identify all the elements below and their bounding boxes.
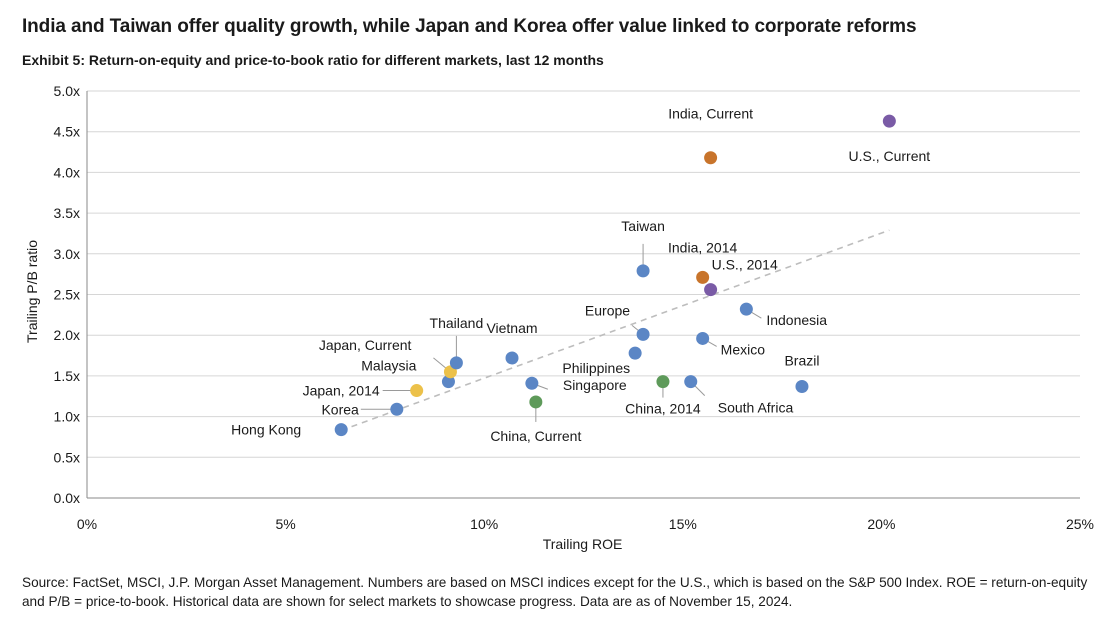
point-korea bbox=[390, 402, 404, 416]
point-u-s-2014 bbox=[704, 283, 718, 297]
point-south-africa bbox=[684, 375, 698, 389]
point-vietnam bbox=[505, 351, 519, 365]
y-tick-label: 1.5x bbox=[54, 368, 80, 384]
y-tick-label: 1.0x bbox=[54, 409, 80, 425]
point-label-brazil: Brazil bbox=[784, 352, 819, 368]
source-note: Source: FactSet, MSCI, J.P. Morgan Asset… bbox=[22, 575, 1088, 609]
point-label-china-current: China, Current bbox=[490, 428, 581, 444]
y-tick-label: 5.0x bbox=[54, 83, 80, 99]
point-label-u-s-2014: U.S., 2014 bbox=[712, 257, 778, 273]
trend-line bbox=[340, 229, 890, 432]
point-label-india-2014: India, 2014 bbox=[668, 239, 737, 255]
point-label-japan-2014: Japan, 2014 bbox=[303, 383, 380, 399]
chart-subtitle: Exhibit 5: Return-on-equity and price-to… bbox=[22, 52, 604, 68]
point-label-india-current: India, Current bbox=[668, 106, 753, 122]
point-hong-kong bbox=[334, 423, 348, 437]
point-label-vietnam: Vietnam bbox=[486, 320, 537, 336]
point-china-2014 bbox=[656, 375, 670, 389]
point-europe bbox=[636, 327, 650, 341]
x-tick-label: 10% bbox=[470, 516, 498, 532]
point-label-malaysia: Malaysia bbox=[361, 358, 416, 374]
point-label-korea: Korea bbox=[321, 401, 359, 417]
x-axis-title: Trailing ROE bbox=[543, 536, 623, 552]
point-label-u-s-current: U.S., Current bbox=[848, 148, 930, 164]
y-axis-title: Trailing P/B ratio bbox=[24, 240, 40, 343]
grid-lines bbox=[87, 90, 1080, 458]
point-label-hong-kong: Hong Kong bbox=[231, 422, 301, 438]
x-tick-labels: 0% 5% 10% 15% 20% 25% bbox=[77, 516, 1094, 532]
data-points bbox=[334, 114, 896, 437]
y-tick-label: 2.5x bbox=[54, 287, 80, 303]
point-china-current bbox=[529, 395, 543, 409]
x-tick-label: 15% bbox=[669, 516, 697, 532]
y-tick-label: 4.5x bbox=[54, 124, 80, 140]
x-tick-label: 25% bbox=[1066, 516, 1094, 532]
point-label-taiwan: Taiwan bbox=[621, 218, 665, 234]
point-label-mexico: Mexico bbox=[721, 341, 766, 357]
y-tick-label: 4.0x bbox=[54, 164, 80, 180]
y-tick-labels: 0.0x 0.5x 1.0x 1.5x 2.0x 2.5x 3.0x 3.5x 4.0x 4.5x… bbox=[54, 83, 80, 506]
y-tick-label: 3.0x bbox=[54, 246, 80, 262]
point-label-philippines: Philippines bbox=[562, 360, 630, 376]
point-brazil bbox=[795, 379, 809, 393]
point-label-thailand: Thailand bbox=[430, 315, 484, 331]
point-japan-2014 bbox=[410, 384, 424, 398]
point-taiwan bbox=[636, 264, 650, 278]
x-tick-label: 0% bbox=[77, 516, 97, 532]
y-tick-label: 0.5x bbox=[54, 449, 80, 465]
point-u-s-current bbox=[882, 114, 896, 128]
point-label-europe: Europe bbox=[585, 302, 630, 318]
chart-title: India and Taiwan offer quality growth, w… bbox=[22, 16, 917, 37]
point-mexico bbox=[696, 331, 710, 345]
point-indonesia bbox=[739, 302, 753, 316]
point-philippines bbox=[628, 346, 642, 360]
y-tick-label: 0.0x bbox=[54, 490, 80, 506]
scatter-chart: 0.0x 0.5x 1.0x 1.5x 2.0x 2.5x 3.0x 3.5x 4.0x 4.5x… bbox=[24, 83, 1094, 552]
y-tick-label: 2.0x bbox=[54, 327, 80, 343]
point-singapore bbox=[525, 376, 539, 390]
point-india-current bbox=[704, 151, 718, 165]
point-label-china-2014: China, 2014 bbox=[625, 401, 701, 417]
point-label-singapore: Singapore bbox=[563, 377, 627, 393]
point-india-2014 bbox=[696, 270, 710, 284]
x-tick-label: 5% bbox=[275, 516, 295, 532]
x-tick-label: 20% bbox=[867, 516, 895, 532]
point-thailand bbox=[449, 356, 463, 370]
point-malaysia bbox=[441, 375, 455, 389]
point-label-indonesia: Indonesia bbox=[766, 312, 827, 328]
point-label-south-africa: South Africa bbox=[718, 400, 794, 416]
point-labels: Hong Kong Korea Japan, 2014 Malaysia Japan, … bbox=[231, 106, 930, 444]
point-label-japan-current: Japan, Current bbox=[319, 337, 412, 353]
y-tick-label: 3.5x bbox=[54, 205, 80, 221]
